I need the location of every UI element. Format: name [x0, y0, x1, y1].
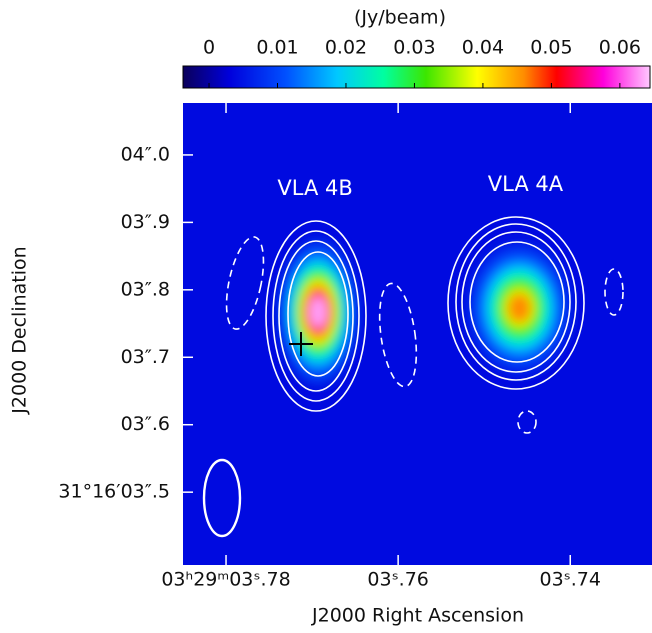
- colorbar-tick-label: 0.05: [530, 37, 572, 59]
- y-tick-label: 31°16′03″.5: [58, 481, 170, 503]
- source-peak: [309, 296, 327, 328]
- y-tick-label: 03″.7: [121, 346, 170, 368]
- source-label: VLA 4B: [277, 176, 352, 200]
- colorbar-tick-label: 0.03: [393, 37, 435, 59]
- y-tick-label: 03″.8: [121, 278, 170, 300]
- colorbar-tick-label: 0: [203, 37, 215, 59]
- y-tick-label: 04″.0: [121, 143, 170, 165]
- source-peak: [508, 294, 531, 323]
- colorbar: [183, 66, 650, 88]
- colorbar-label: (Jy/beam): [354, 7, 446, 29]
- colorbar-tick-label: 0.06: [599, 37, 641, 59]
- colorbar-tick-label: 0.01: [256, 37, 298, 59]
- source-label: VLA 4A: [488, 172, 564, 196]
- y-tick-label: 03″.6: [121, 413, 170, 435]
- plot-area: [183, 103, 652, 565]
- background: [183, 103, 652, 565]
- x-tick-label: 03ˢ.76: [367, 569, 428, 591]
- y-axis-label: J2000 Declination: [9, 246, 31, 414]
- y-tick-label: 03″.9: [121, 211, 170, 233]
- source-emission: [462, 235, 576, 380]
- x-axis-label: J2000 Right Ascension: [311, 605, 524, 627]
- chart: (Jy/beam) J2000 Right Ascension J2000 De…: [0, 0, 652, 633]
- colorbar-tick-label: 0.02: [325, 37, 367, 59]
- colorbar-tick-label: 0.04: [462, 37, 504, 59]
- x-tick-label: 03ʰ29ᵐ03ˢ.78: [161, 569, 290, 591]
- x-tick-label: 03ˢ.74: [540, 569, 601, 591]
